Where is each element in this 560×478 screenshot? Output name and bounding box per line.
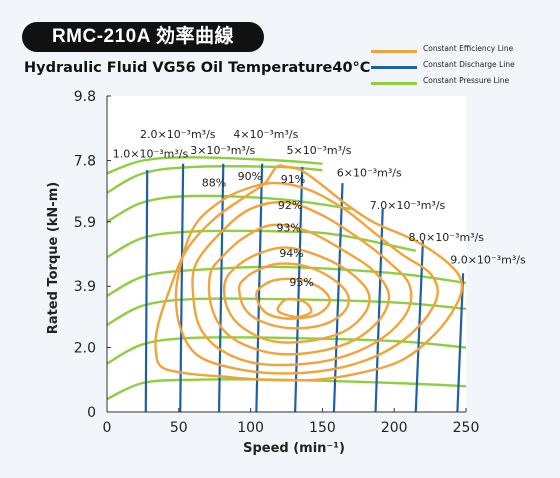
x-tick-label: 250 xyxy=(453,420,480,436)
discharge-line-6 xyxy=(332,183,344,413)
discharge-line-5 xyxy=(294,166,304,413)
y-tick-label: 5.9 xyxy=(74,215,96,231)
discharge-label-3: 3×10⁻³m³/s xyxy=(190,144,255,157)
legend-swatch-discharge xyxy=(371,66,417,69)
y-tick-label: 3.9 xyxy=(74,279,96,295)
y-tick-label: 2.0 xyxy=(74,341,96,357)
legend-label-pressure: Constant Pressure Line xyxy=(423,76,510,85)
efficiency-line-1 xyxy=(154,164,464,382)
discharge-label-6: 6×10⁻³m³/s xyxy=(337,167,402,180)
legend-swatch-efficiency xyxy=(371,50,417,53)
efficiency-line-3 xyxy=(191,200,413,367)
x-tick-label: 200 xyxy=(381,420,408,436)
efficiency-label-4: 92% xyxy=(278,199,302,212)
x-tick-label: 0 xyxy=(103,420,112,436)
axis-ticks: 0 50 100 150 200 250 0 2.0 3.9 5.9 7.8 9.8 xyxy=(74,89,480,436)
efficiency-label-7: 95% xyxy=(289,276,313,289)
x-axis-label: Speed (min⁻¹) xyxy=(243,441,345,456)
pressure-line-5 xyxy=(106,229,416,259)
efficiency-line-5 xyxy=(222,246,371,344)
discharge-line-7 xyxy=(374,208,384,413)
discharge-label-5: 5×10⁻³m³/s xyxy=(287,144,352,157)
legend-swatch-pressure xyxy=(371,82,417,85)
chart-model-badge: RMC-210A 効率曲線 xyxy=(22,22,264,52)
chart-subtitle: Hydraulic Fluid VG56 Oil Temperature40°C xyxy=(24,60,371,76)
y-tick-label: 7.8 xyxy=(74,153,96,169)
discharge-line-9 xyxy=(456,273,465,413)
x-tick-label: 100 xyxy=(237,420,264,436)
y-tick-label: 9.8 xyxy=(74,89,96,105)
discharge-line-3 xyxy=(217,163,225,413)
discharge-label-7: 7.0×10⁻³m³/s xyxy=(370,199,446,212)
plot-area xyxy=(107,96,466,412)
curve-labels: 1.0×10⁻³m³/s 2.0×10⁻³m³/s 3×10⁻³m³/s 4×10⁻³… xyxy=(113,128,526,289)
x-tick-label: 150 xyxy=(309,420,336,436)
y-axis-label: Rated Torque (kN-m) xyxy=(46,182,61,334)
discharge-label-4: 4×10⁻³m³/s xyxy=(233,128,298,141)
discharge-line-1 xyxy=(144,170,149,413)
efficiency-label-6: 94% xyxy=(279,247,303,260)
x-tick-label: 50 xyxy=(170,420,188,436)
pressure-line-3 xyxy=(106,297,467,326)
efficiency-line-4 xyxy=(207,223,391,356)
efficiency-label-3: 91% xyxy=(281,173,305,186)
y-tick-label: 0 xyxy=(87,405,96,421)
discharge-label-2: 2.0×10⁻³m³/s xyxy=(140,128,216,141)
discharge-label-9: 9.0×10⁻³m³/s xyxy=(450,254,526,267)
efficiency-label-1: 88% xyxy=(202,176,226,189)
efficiency-label-2: 90% xyxy=(238,170,262,183)
efficiency-label-5: 93% xyxy=(276,221,300,234)
legend-label-efficiency: Constant Efficiency Line xyxy=(423,44,514,53)
discharge-label-1: 1.0×10⁻³m³/s xyxy=(113,147,189,160)
legend-label-discharge: Constant Discharge Line xyxy=(423,60,515,69)
pressure-line-6 xyxy=(106,194,352,223)
efficiency-line-8 xyxy=(276,297,313,319)
efficiency-lines xyxy=(154,164,464,382)
efficiency-line-6 xyxy=(237,262,351,330)
efficiency-line-7 xyxy=(255,277,332,320)
discharge-label-8: 8.0×10⁻³m³/s xyxy=(409,231,485,244)
discharge-line-2 xyxy=(179,163,185,413)
efficiency-line-2 xyxy=(174,181,439,375)
pressure-line-8 xyxy=(106,156,323,175)
